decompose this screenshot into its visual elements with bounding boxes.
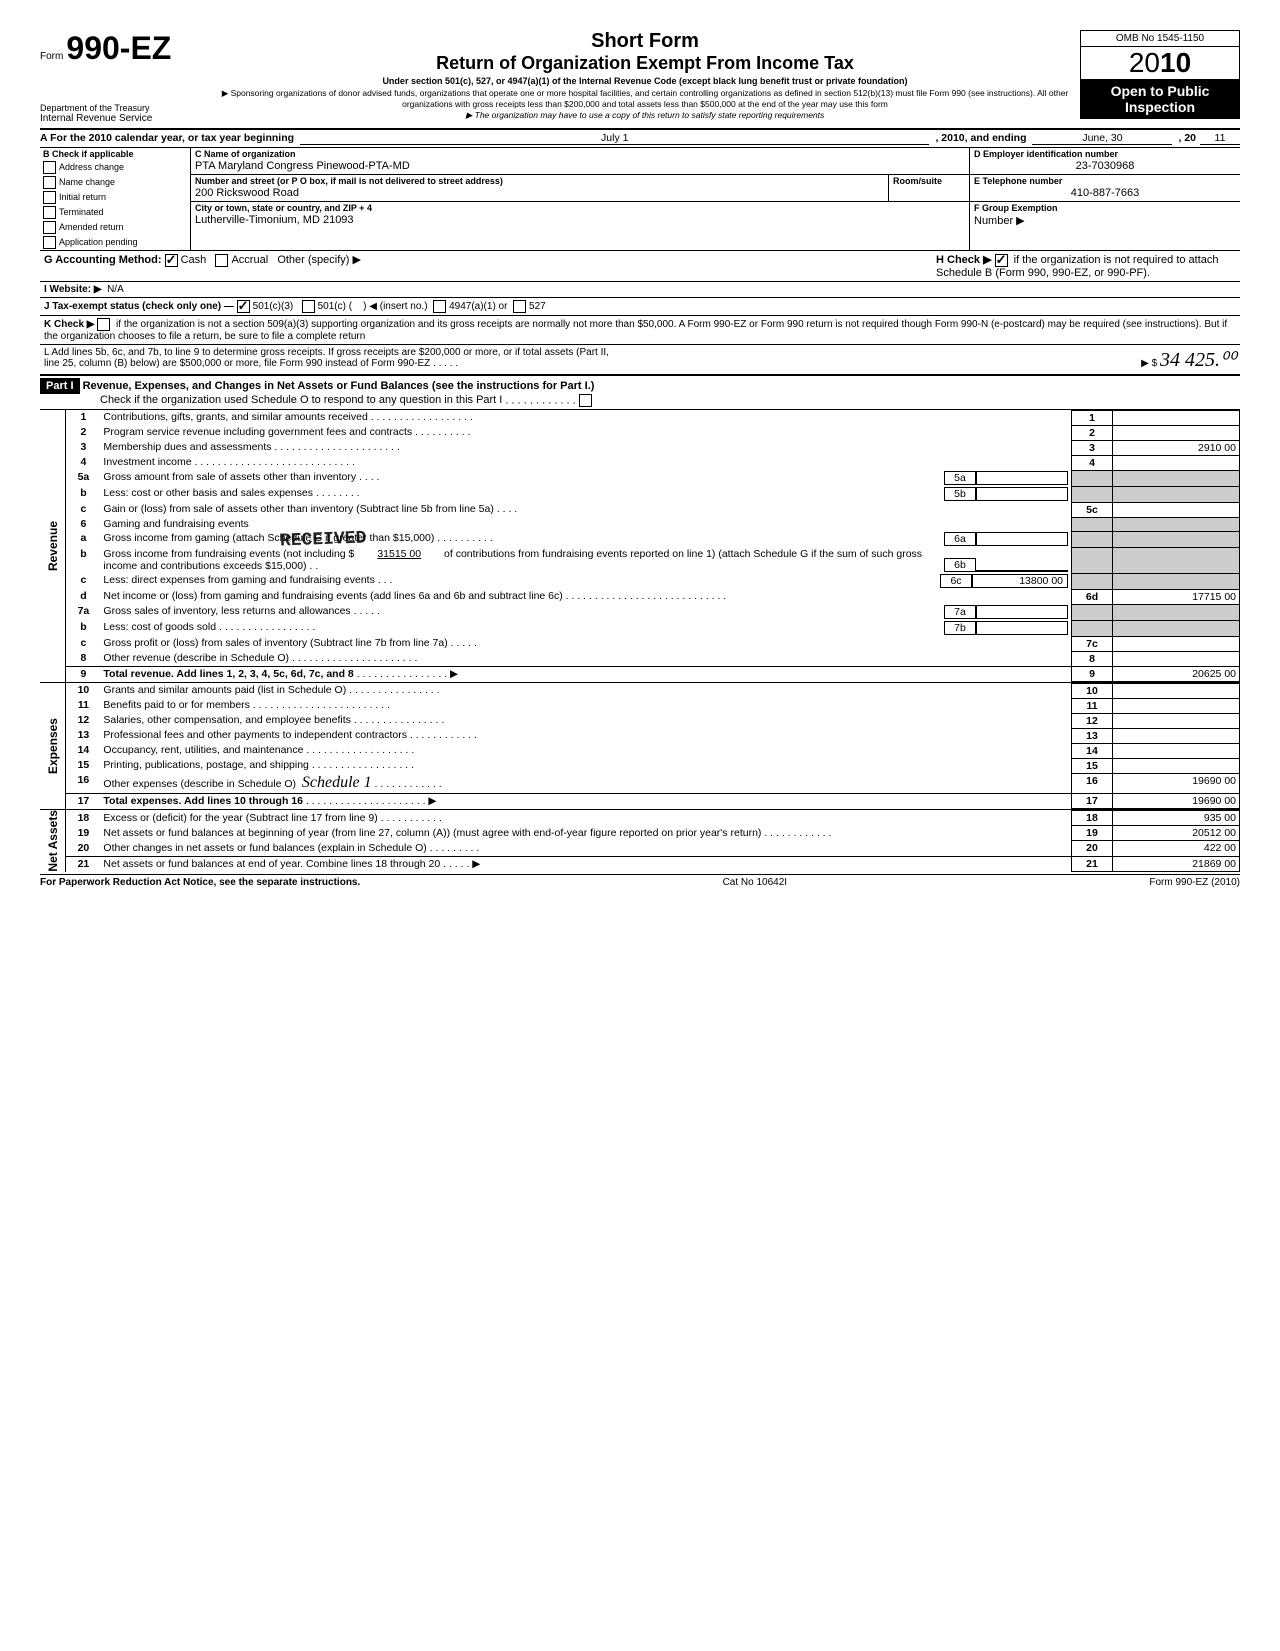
revenue-label: Revenue [40,410,66,682]
line21-val: 21869 00 [1113,856,1240,871]
subtitle-code: Under section 501(c), 527, or 4947(a)(1)… [220,76,1070,86]
website: N/A [107,284,124,295]
line16-val: 19690 00 [1113,773,1240,794]
line19-val: 20512 00 [1113,826,1240,841]
line-i: I Website: ▶ N/A [40,282,1240,298]
check-schedule-o[interactable] [579,394,592,407]
tax-year-end-month: June, 30 [1032,132,1172,145]
line3-val: 2910 00 [1113,440,1240,455]
line20-val: 422 00 [1113,841,1240,856]
omb-number: OMB No 1545-1150 [1080,30,1240,47]
ein: 23-7030968 [970,160,1240,174]
check-527[interactable] [513,300,526,313]
line18-val: 935 00 [1113,811,1240,826]
dept-treasury: Department of the Treasury [40,103,210,113]
tax-year: 2010 [1080,47,1240,79]
check-k[interactable] [97,318,110,331]
title-block: Short Form Return of Organization Exempt… [210,30,1080,122]
line17-val: 19690 00 [1113,794,1240,809]
line-k: K Check ▶ if the organization is not a s… [40,316,1240,345]
check-501c3[interactable] [237,300,250,313]
form-header: Form 990-EZ Department of the Treasury I… [40,30,1240,130]
gross-receipts: 34 425.⁰⁰ [1160,349,1236,371]
title-short-form: Short Form [220,30,1070,53]
line6d-val: 17715 00 [1113,589,1240,604]
section-c: C Name of organizationPTA Maryland Congr… [191,148,969,250]
line-j: J Tax-exempt status (check only one) — 5… [40,298,1240,316]
expenses-table: 10Grants and similar amounts paid (list … [66,683,1240,810]
check-4947[interactable] [433,300,446,313]
check-accrual[interactable] [215,254,228,267]
expenses-label: Expenses [40,683,66,810]
check-h[interactable] [995,254,1008,267]
dept-irs: Internal Revenue Service [40,113,210,124]
check-name-change[interactable]: Name change [40,175,190,190]
netassets-table: 18Excess or (deficit) for the year (Subt… [66,810,1240,872]
right-box: OMB No 1545-1150 2010 Open to PublicInsp… [1080,30,1240,119]
page-footer: For Paperwork Reduction Act Notice, see … [40,874,1240,888]
line6b-contrib: 31515 00 [357,548,441,560]
check-501c[interactable] [302,300,315,313]
check-cash[interactable] [165,254,178,267]
org-city: Lutherville-Timonium, MD 21093 [191,214,969,228]
form-prefix: Form [40,51,63,62]
org-name: PTA Maryland Congress Pinewood-PTA-MD [191,160,969,174]
check-pending[interactable]: Application pending [40,235,190,250]
revenue-table: 1Contributions, gifts, grants, and simil… [66,410,1240,682]
tax-year-end-yr: 11 [1200,132,1240,145]
phone: 410-887-7663 [970,187,1240,201]
subtitle-sponsor: ▶ Sponsoring organizations of donor advi… [220,88,1070,109]
check-initial-return[interactable]: Initial return [40,190,190,205]
section-def: D Employer identification number23-70309… [969,148,1240,250]
tax-year-begin: July 1 [300,132,929,145]
subtitle-copy: ▶ The organization may have to use a cop… [220,110,1070,121]
form-number: 990-EZ [66,30,171,66]
org-info-grid: B Check if applicable Address change Nam… [40,148,1240,251]
check-address-change[interactable]: Address change [40,160,190,175]
section-a-tax-year: A For the 2010 calendar year, or tax yea… [40,130,1240,148]
part1-body: RECEIVED Revenue 1Contributions, gifts, … [40,410,1240,872]
check-terminated[interactable]: Terminated [40,205,190,220]
section-b: B Check if applicable Address change Nam… [40,148,191,250]
org-address: 200 Rickswood Road [191,187,888,201]
part1-header: Part I Revenue, Expenses, and Changes in… [40,375,1240,410]
open-to-public: Open to PublicInspection [1080,79,1240,119]
line16-hand: Schedule 1 [302,774,372,791]
title-return: Return of Organization Exempt From Incom… [220,53,1070,74]
netassets-label: Net Assets [40,810,66,872]
line6c-val: 13800 00 [972,574,1068,588]
line-l: L Add lines 5b, 6c, and 7b, to line 9 to… [40,345,1240,375]
check-amended[interactable]: Amended return [40,220,190,235]
line-g-h: G Accounting Method: Cash Accrual Other … [40,251,1240,282]
line9-val: 20625 00 [1113,666,1240,681]
form-id-block: Form 990-EZ Department of the Treasury I… [40,30,210,124]
